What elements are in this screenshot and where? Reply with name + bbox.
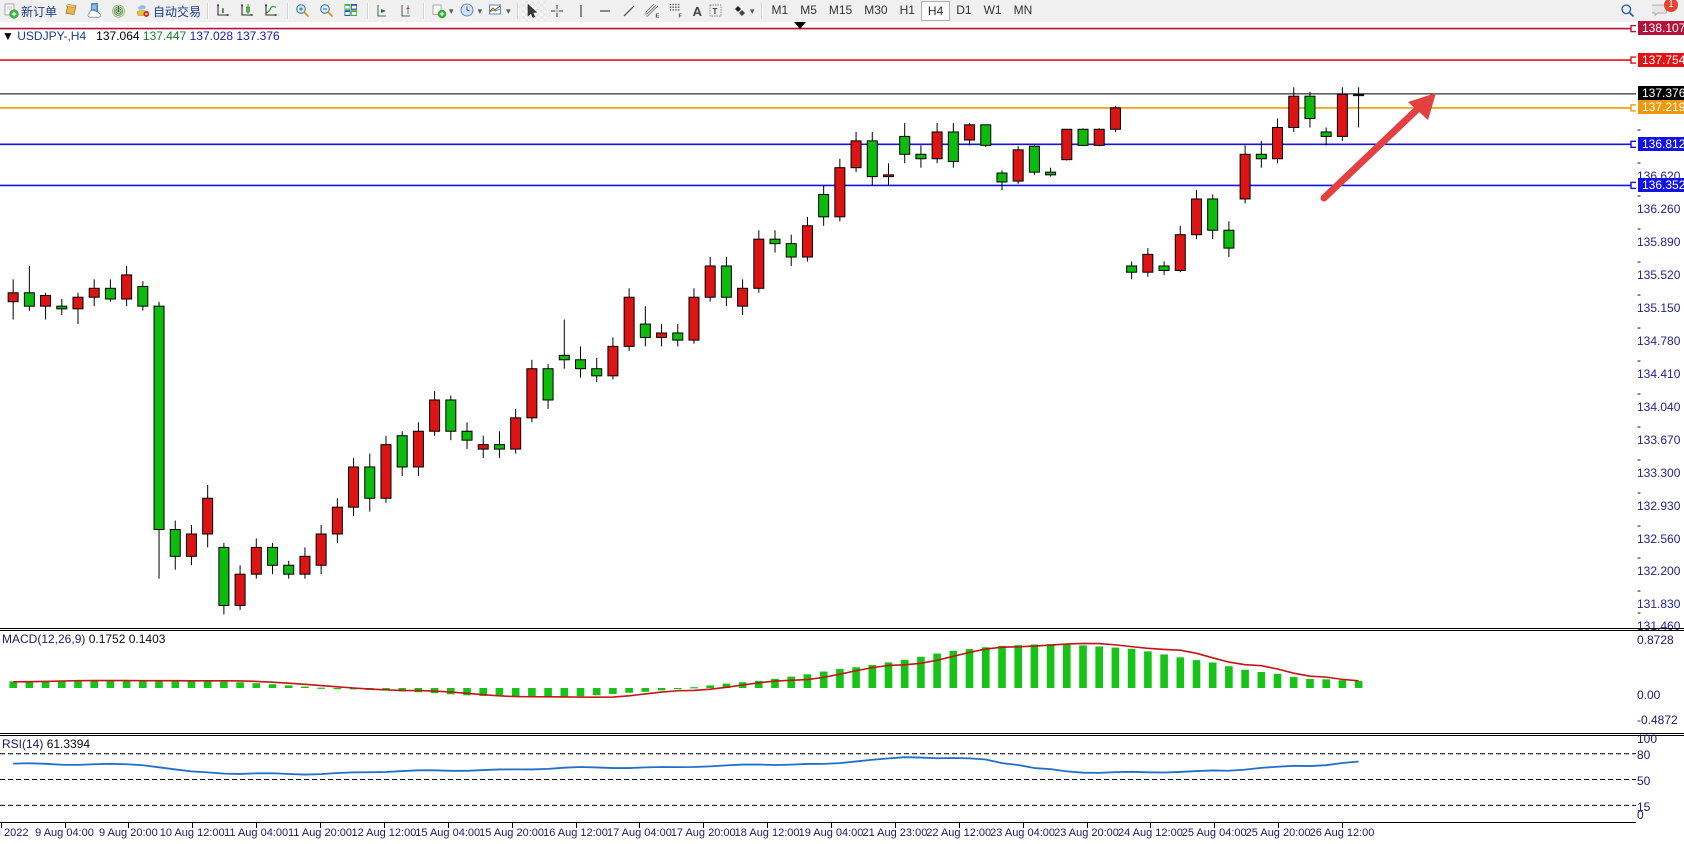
svg-text:F: F [678,14,682,20]
svg-text:T: T [713,7,718,16]
svg-text:E: E [655,14,659,20]
